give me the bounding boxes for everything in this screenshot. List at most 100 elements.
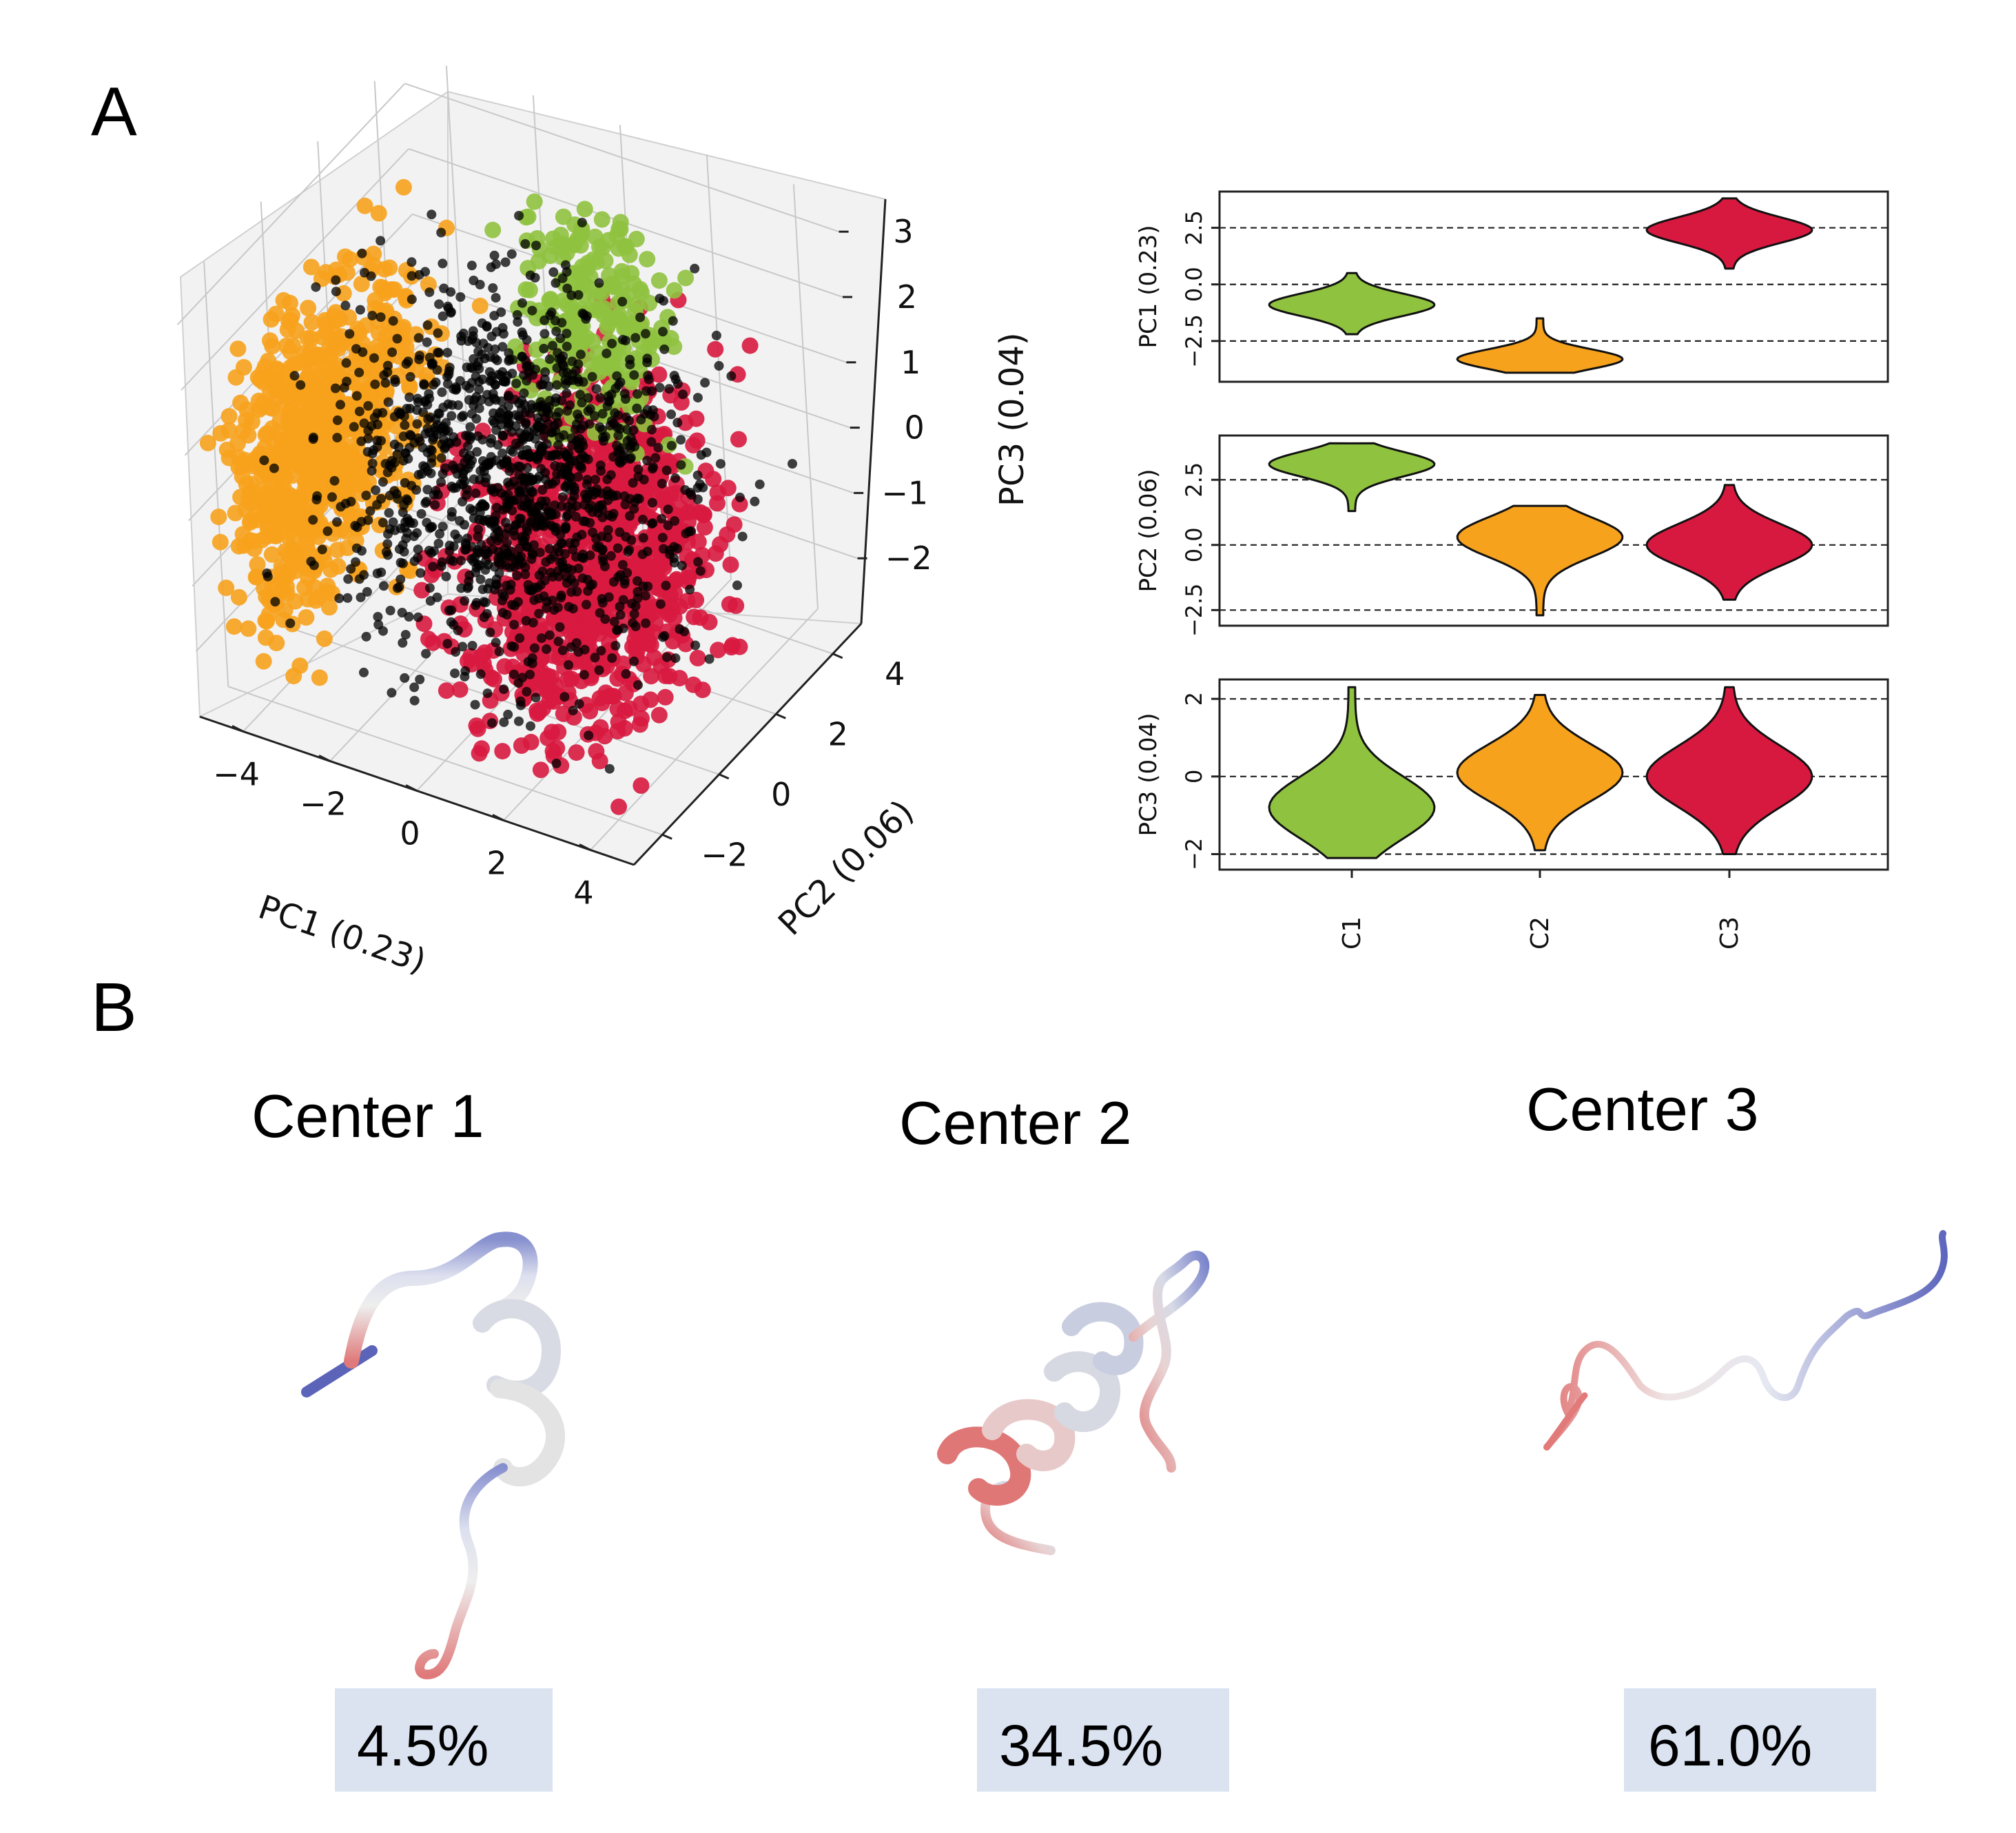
noise-point bbox=[661, 580, 671, 591]
cluster-point-c2 bbox=[249, 369, 267, 386]
noise-point bbox=[426, 468, 436, 478]
noise-point bbox=[499, 717, 509, 728]
cluster-point-c2 bbox=[341, 251, 358, 268]
noise-point bbox=[574, 413, 584, 423]
noise-point bbox=[587, 371, 597, 382]
violin-c2 bbox=[1456, 694, 1624, 852]
noise-point bbox=[461, 430, 471, 440]
noise-point bbox=[649, 411, 659, 422]
noise-point bbox=[548, 340, 557, 351]
noise-point bbox=[535, 380, 546, 390]
noise-point bbox=[665, 545, 675, 555]
noise-point bbox=[704, 654, 714, 664]
pc3-tick-label: 3 bbox=[893, 213, 913, 250]
noise-point bbox=[409, 682, 420, 693]
cluster-point-c1 bbox=[677, 269, 695, 287]
cluster-point-c2 bbox=[304, 363, 321, 380]
noise-point bbox=[496, 371, 506, 381]
cluster-point-c2 bbox=[300, 569, 317, 586]
noise-point bbox=[442, 639, 453, 649]
noise-point bbox=[537, 633, 547, 644]
noise-point bbox=[499, 684, 509, 695]
noise-point bbox=[535, 547, 545, 557]
noise-point bbox=[363, 515, 373, 525]
noise-point bbox=[553, 602, 563, 613]
cluster-point-c2 bbox=[212, 533, 229, 551]
noise-point bbox=[502, 610, 512, 619]
noise-point bbox=[695, 566, 706, 576]
noise-point bbox=[754, 479, 765, 489]
noise-point bbox=[269, 463, 279, 473]
pc2-tick-label: −2 bbox=[701, 836, 748, 873]
cluster-point-c2 bbox=[330, 331, 347, 348]
noise-point bbox=[669, 371, 679, 381]
noise-point bbox=[420, 267, 431, 277]
noise-point bbox=[334, 593, 344, 604]
noise-point bbox=[545, 310, 555, 320]
noise-point bbox=[421, 648, 431, 659]
noise-point bbox=[655, 382, 665, 393]
noise-point bbox=[491, 425, 502, 435]
noise-point bbox=[474, 376, 484, 387]
noise-point bbox=[441, 571, 451, 582]
noise-point bbox=[429, 490, 439, 500]
cluster-point-c2 bbox=[199, 434, 216, 451]
noise-point bbox=[633, 471, 644, 482]
noise-point bbox=[526, 400, 537, 410]
noise-point bbox=[413, 553, 423, 563]
cluster-point-c2 bbox=[327, 304, 344, 321]
noise-point bbox=[400, 420, 410, 430]
noise-point bbox=[500, 257, 511, 267]
noise-point bbox=[376, 312, 386, 322]
noise-point bbox=[574, 433, 584, 444]
noise-point bbox=[506, 249, 517, 259]
noise-point bbox=[633, 680, 643, 690]
noise-point bbox=[475, 574, 486, 584]
cluster-point-c3 bbox=[420, 631, 437, 648]
noise-point bbox=[522, 376, 532, 386]
noise-point bbox=[664, 384, 675, 394]
cluster-point-c2 bbox=[298, 609, 315, 626]
noise-point bbox=[285, 618, 296, 628]
noise-point bbox=[402, 528, 413, 538]
noise-point bbox=[413, 433, 424, 443]
pc2-axis-label: PC2 (0.06) bbox=[771, 792, 921, 943]
noise-point bbox=[625, 454, 635, 464]
noise-point bbox=[416, 509, 426, 519]
noise-point bbox=[462, 362, 472, 372]
noise-point bbox=[583, 493, 593, 503]
noise-point bbox=[557, 318, 567, 328]
noise-point bbox=[515, 462, 526, 472]
noise-point bbox=[653, 442, 664, 453]
noise-point bbox=[512, 571, 522, 581]
noise-point bbox=[534, 422, 544, 433]
cluster-point-c2 bbox=[297, 446, 314, 463]
noise-point bbox=[560, 375, 570, 385]
noise-point bbox=[387, 688, 397, 698]
center-3-title: Center 3 bbox=[1526, 1075, 1759, 1143]
noise-point bbox=[539, 329, 550, 339]
noise-point bbox=[643, 582, 653, 591]
noise-point bbox=[509, 669, 519, 679]
cluster-point-c2 bbox=[240, 427, 257, 444]
noise-point bbox=[478, 597, 488, 607]
noise-point bbox=[613, 572, 624, 582]
noise-point bbox=[562, 341, 572, 351]
noise-point bbox=[415, 675, 425, 684]
noise-point bbox=[473, 524, 484, 535]
noise-point bbox=[376, 236, 386, 246]
cluster-point-c1 bbox=[566, 236, 583, 254]
noise-point bbox=[670, 516, 680, 526]
noise-point bbox=[619, 389, 630, 399]
cluster-point-c2 bbox=[296, 473, 313, 491]
noise-point bbox=[635, 312, 646, 322]
noise-point bbox=[543, 418, 553, 429]
noise-point bbox=[331, 275, 341, 285]
cluster-point-c2 bbox=[283, 558, 300, 575]
noise-point bbox=[502, 580, 512, 591]
cluster-point-c1 bbox=[544, 230, 562, 247]
noise-point bbox=[308, 515, 318, 525]
noise-point bbox=[541, 557, 551, 567]
noise-point bbox=[567, 496, 577, 506]
cluster-point-c3 bbox=[609, 700, 626, 717]
